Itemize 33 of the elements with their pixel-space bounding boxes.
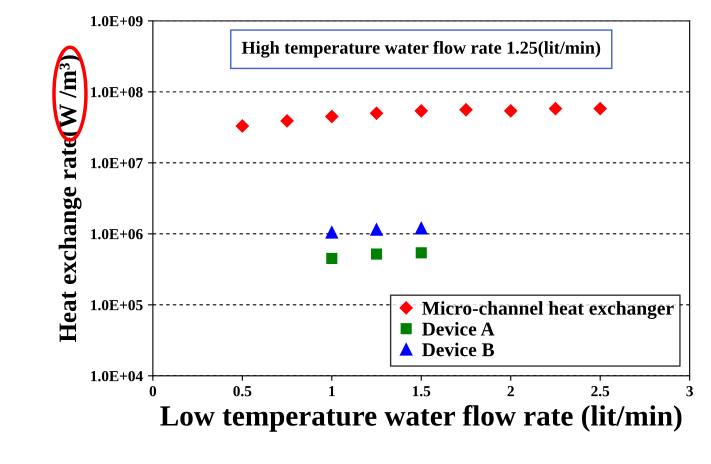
- point: [459, 103, 473, 116]
- x-tick-label: 1.5: [412, 386, 430, 396]
- point: [370, 106, 384, 120]
- text: High temperature water flow rate 1.25(lit/min): [242, 40, 600, 58]
- x-axis-title: Low temperature water flow rate (lit/min): [160, 404, 682, 432]
- y-tick-label: 1.0E+06: [91, 228, 143, 240]
- legend-label: Micro-channel heat exchanger: [422, 301, 674, 319]
- y-tick-label: 1.0E+04: [91, 370, 143, 382]
- point: [504, 104, 518, 118]
- point: [326, 252, 338, 264]
- x-tick-label: 0: [150, 386, 156, 396]
- y-tick-label: 1.0E+08: [91, 87, 143, 98]
- point: [548, 102, 562, 116]
- point: [594, 102, 607, 116]
- point: [416, 247, 427, 258]
- legend-label: Device A: [422, 322, 494, 336]
- legend-label: Device B: [422, 342, 494, 356]
- point: [280, 114, 294, 128]
- point: [325, 110, 338, 124]
- point: [415, 222, 428, 234]
- point: [326, 226, 338, 239]
- x-tick-label: 1: [329, 386, 335, 396]
- y-tick-label: 1.0E+07: [91, 158, 143, 168]
- point: [414, 104, 428, 118]
- point: [370, 223, 383, 236]
- point: [370, 248, 382, 260]
- x-tick-label: 3: [686, 386, 693, 396]
- y-tick-label: 1.0E+09: [91, 16, 143, 26]
- y-tick-label: 1.0E+05: [91, 300, 143, 310]
- x-tick-label: 2: [508, 386, 514, 396]
- x-tick-label: 0.5: [233, 386, 252, 396]
- x-tick-label: 2.5: [591, 386, 610, 396]
- point: [236, 119, 249, 133]
